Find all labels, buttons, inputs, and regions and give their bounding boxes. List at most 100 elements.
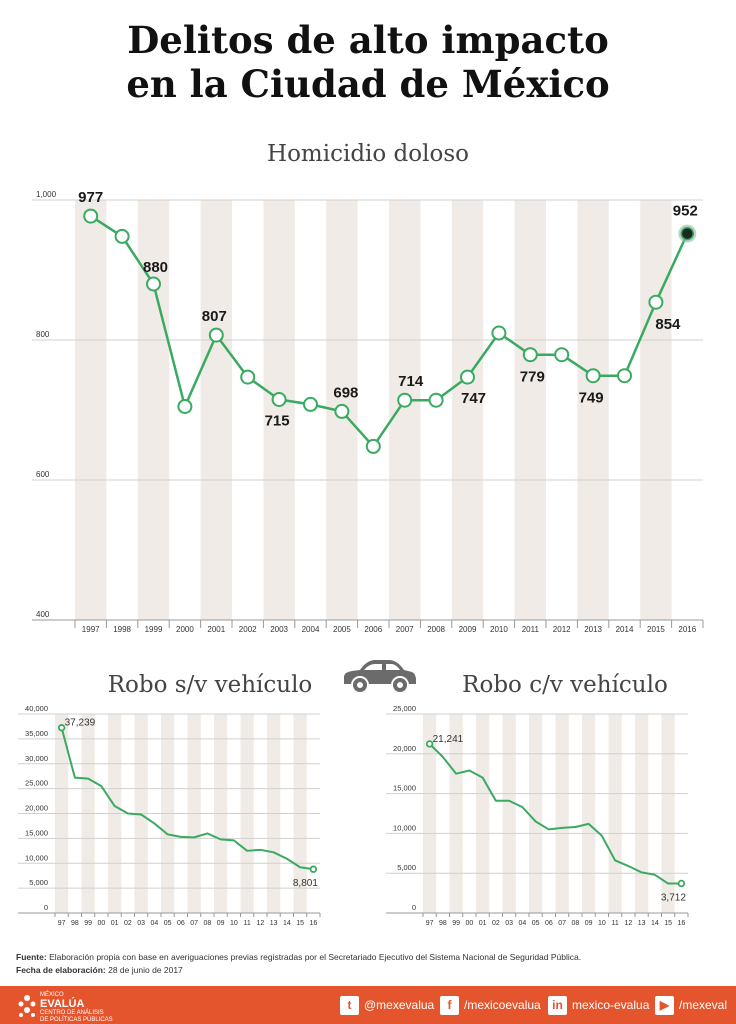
homicidio-x-tick-label: 2004 <box>302 625 320 634</box>
robo-sv-y-tick-label: 25,000 <box>25 779 48 788</box>
robo-cv-chart: 0 5,000 10,000 15,000 20,000 25,000 97 98 99 00 01… <box>386 704 689 927</box>
robo-sv-x-tick-label: 10 <box>230 920 238 927</box>
homicidio-data-label: 880 <box>143 259 168 276</box>
homicidio-x-tick-label: 2001 <box>207 625 225 634</box>
date-note: Fecha de elaboración: 28 de junio de 201… <box>16 965 183 975</box>
homicidio-x-tick-label: 1999 <box>145 625 163 634</box>
homicidio-data-label: 749 <box>579 390 604 407</box>
robo-cv-band <box>608 714 622 913</box>
homicidio-data-label: 854 <box>655 316 681 333</box>
robo-sv-first-value-label: 37,239 <box>65 718 96 729</box>
title-line-2: en la Ciudad de México <box>126 62 610 106</box>
homicidio-x-tick-label: 2015 <box>647 625 665 634</box>
homicidio-x-tick-label: 2005 <box>333 625 351 634</box>
homicidio-band <box>514 200 546 620</box>
robo-cv-band <box>449 714 463 913</box>
robo-sv-y-tick-label: 0 <box>44 903 48 912</box>
logo-small: MÉXICO <box>40 992 64 998</box>
homicidio-point <box>491 325 507 341</box>
homicidio-data-label: 977 <box>78 189 103 206</box>
homicidio-chart: 400 600 800 1,000 1997 1998 1999 2000 2001 2002 20… <box>32 189 704 634</box>
robo-cv-band <box>555 714 569 913</box>
homicidio-x-tick-label: 2011 <box>522 625 540 634</box>
robo-cv-y-tick-label: 25,000 <box>393 704 416 713</box>
robo-sv-y-tick-label: 30,000 <box>25 754 48 763</box>
robo-cv-x-tick-label: 08 <box>571 920 579 927</box>
homicidio-band <box>263 200 295 620</box>
homicidio-band <box>75 200 107 620</box>
robo-sv-x-tick-label: 02 <box>124 920 132 927</box>
logo-sub-1: CENTRO DE ANÁLISIS <box>40 1010 104 1016</box>
robo-sv-x-tick-label: 97 <box>58 920 66 927</box>
robo-cv-band <box>635 714 649 913</box>
homicidio-point <box>585 368 601 384</box>
robo-cv-series-line <box>428 743 682 885</box>
infographic-title: Delitos de alto impacto en la Ciudad de … <box>0 18 736 106</box>
linkedin-handle: mexico-evalua <box>572 998 650 1012</box>
homicidio-x-tick-label: 1998 <box>113 625 131 634</box>
robo-cv-x-tick-label: 02 <box>492 920 500 927</box>
robo-cv-y-tick-label: 10,000 <box>393 823 416 832</box>
robo-sv-x-tick-label: 09 <box>217 920 225 927</box>
source-text: Elaboración propia con base en averiguac… <box>46 952 582 962</box>
robo-sv-y-tick-label: 10,000 <box>25 853 48 862</box>
robo-cv-y-tick-label: 15,000 <box>393 784 416 793</box>
linkedin-link[interactable]: in mexico-evalua <box>548 995 649 1015</box>
robo-sv-chart-title: Robo s/v vehículo <box>107 672 313 698</box>
facebook-link[interactable]: f /mexicoevalua <box>440 995 541 1015</box>
homicidio-point <box>334 403 350 419</box>
homicidio-x-tick-label: 2008 <box>427 625 445 634</box>
robo-cv-x-tick-label: 00 <box>465 920 473 927</box>
robo-sv-point <box>57 724 66 732</box>
twitter-link[interactable]: t @mexevalua <box>340 995 434 1015</box>
homicidio-point <box>428 392 444 408</box>
twitter-icon: t <box>340 995 359 1015</box>
robo-cv-x-tick-label: 11 <box>611 920 618 927</box>
robo-cv-band <box>423 714 437 913</box>
robo-sv-x-tick-label: 05 <box>164 920 172 927</box>
homicidio-x-tick-label: 2016 <box>678 625 696 634</box>
robo-cv-x-tick-label: 98 <box>439 920 447 927</box>
facebook-icon: f <box>440 995 459 1015</box>
homicidio-band <box>200 200 232 620</box>
homicidio-point <box>680 226 695 241</box>
robo-sv-y-tick-label: 20,000 <box>25 804 48 813</box>
homicidio-x-tick-label: 2014 <box>616 625 634 634</box>
homicidio-y-tick-label: 800 <box>36 330 50 339</box>
homicidio-point <box>240 369 256 385</box>
robo-sv-x-tick-label: 98 <box>71 920 79 927</box>
twitter-handle: @mexevalua <box>364 998 435 1012</box>
robo-sv-y-tick-label: 35,000 <box>25 729 48 738</box>
homicidio-x-tick-label: 2006 <box>364 625 382 634</box>
robo-sv-x-tick-label: 13 <box>270 920 278 927</box>
title-line-1: Delitos de alto impacto <box>127 18 609 62</box>
homicidio-x-tick-label: 2010 <box>490 625 508 634</box>
homicidio-data-label: 714 <box>398 373 424 390</box>
robo-sv-x-tick-label: 99 <box>84 920 92 927</box>
homicidio-x-tick-label: 2007 <box>396 625 414 634</box>
robo-sv-chart: 0 5,000 10,000 15,000 20,000 25,000 30,000 35,0… <box>18 704 321 927</box>
robo-cv-x-tick-label: 01 <box>479 920 487 927</box>
homicidio-y-tick-label: 1,000 <box>36 190 57 199</box>
robo-sv-x-tick-label: 06 <box>177 920 185 927</box>
robo-cv-x-tick-label: 16 <box>677 920 685 927</box>
facebook-handle: /mexicoevalua <box>464 998 541 1012</box>
robo-sv-y-tick-label: 15,000 <box>25 828 48 837</box>
robo-cv-x-tick-label: 14 <box>651 920 659 927</box>
robo-cv-last-value-label: 3,712 <box>661 892 686 903</box>
robo-cv-x-tick-label: 97 <box>426 920 434 927</box>
robo-sv-x-tick-label: 14 <box>283 920 291 927</box>
robo-cv-x-tick-label: 99 <box>452 920 460 927</box>
robo-cv-band <box>582 714 596 913</box>
robo-sv-x-tick-label: 01 <box>111 920 119 927</box>
robo-cv-chart-title: Robo c/v vehículo <box>462 672 668 698</box>
robo-sv-series-line <box>60 727 314 871</box>
youtube-link[interactable]: ▶ /mexeval <box>655 995 727 1015</box>
homicidio-point <box>208 327 224 343</box>
homicidio-point <box>397 392 413 408</box>
robo-sv-x-tick-label: 12 <box>256 920 264 927</box>
homicidio-point <box>114 228 130 244</box>
homicidio-band <box>389 200 421 620</box>
homicidio-y-tick-label: 600 <box>36 470 50 479</box>
homicidio-point <box>522 347 538 363</box>
